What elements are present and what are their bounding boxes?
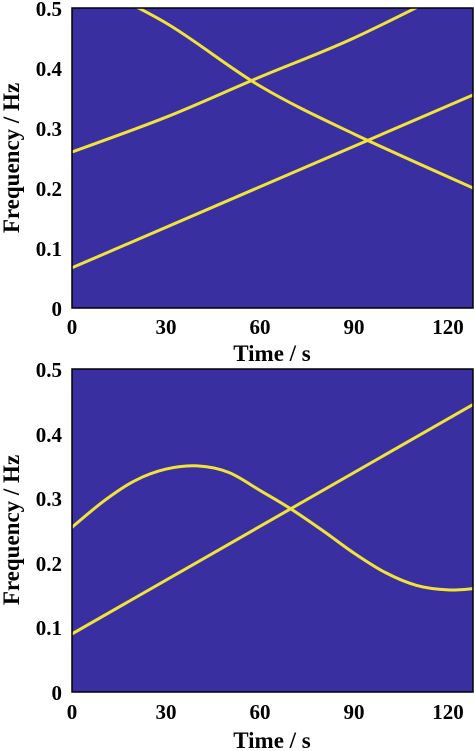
x-tick-label: 120: [432, 700, 464, 724]
y-tick-label: 0.4: [36, 57, 63, 81]
series-line-1: [72, 403, 473, 636]
y-axis-title: Frequency / Hz: [0, 83, 24, 233]
series-line-3: [135, 8, 473, 190]
y-tick-label: 0.3: [36, 487, 62, 511]
x-axis-title: Time / s: [233, 728, 311, 751]
plot-frame-top: [71, 7, 474, 309]
series-line-2: [72, 8, 420, 154]
plot-frame-bottom: [71, 368, 474, 693]
y-tick-label: 0.5: [36, 0, 62, 21]
chart-bottom: 0 0.1 0.2 0.3 0.4 0.5 0 30 60 90 120 Tim…: [0, 358, 474, 751]
y-tick-label: 0.4: [36, 423, 63, 447]
x-tick-label: 0: [67, 700, 78, 724]
plot-area-bottom: [72, 369, 473, 692]
x-tick-label: 60: [250, 700, 271, 724]
chart-top: 0 0.1 0.2 0.3 0.4 0.5 0 30 60 90 120 Tim…: [0, 0, 474, 366]
y-tick-label: 0: [52, 681, 63, 705]
series-line-2: [72, 464, 473, 592]
y-tick-label: 0.2: [36, 552, 62, 576]
x-tick-label: 0: [67, 315, 78, 339]
y-tick-label: 0.3: [36, 117, 62, 141]
x-tick-label: 60: [250, 315, 271, 339]
y-tick-label: 0.5: [36, 358, 62, 382]
series-group-top: [72, 8, 473, 270]
x-tick-label: 120: [432, 315, 464, 339]
y-tick-label: 0.1: [36, 616, 62, 640]
x-tick-label: 30: [156, 700, 177, 724]
y-tick-label: 0.1: [36, 237, 62, 261]
series-group-bottom: [72, 403, 473, 636]
y-tick-label: 0: [52, 297, 63, 321]
x-axis-title: Time / s: [233, 341, 311, 366]
series-line-1: [72, 93, 473, 270]
x-tick-label: 30: [156, 315, 177, 339]
x-tick-label: 90: [344, 700, 365, 724]
y-axis-title: Frequency / Hz: [0, 455, 24, 605]
plot-area-top: [72, 8, 473, 308]
y-tick-label: 0.2: [36, 177, 62, 201]
x-tick-label: 90: [344, 315, 365, 339]
